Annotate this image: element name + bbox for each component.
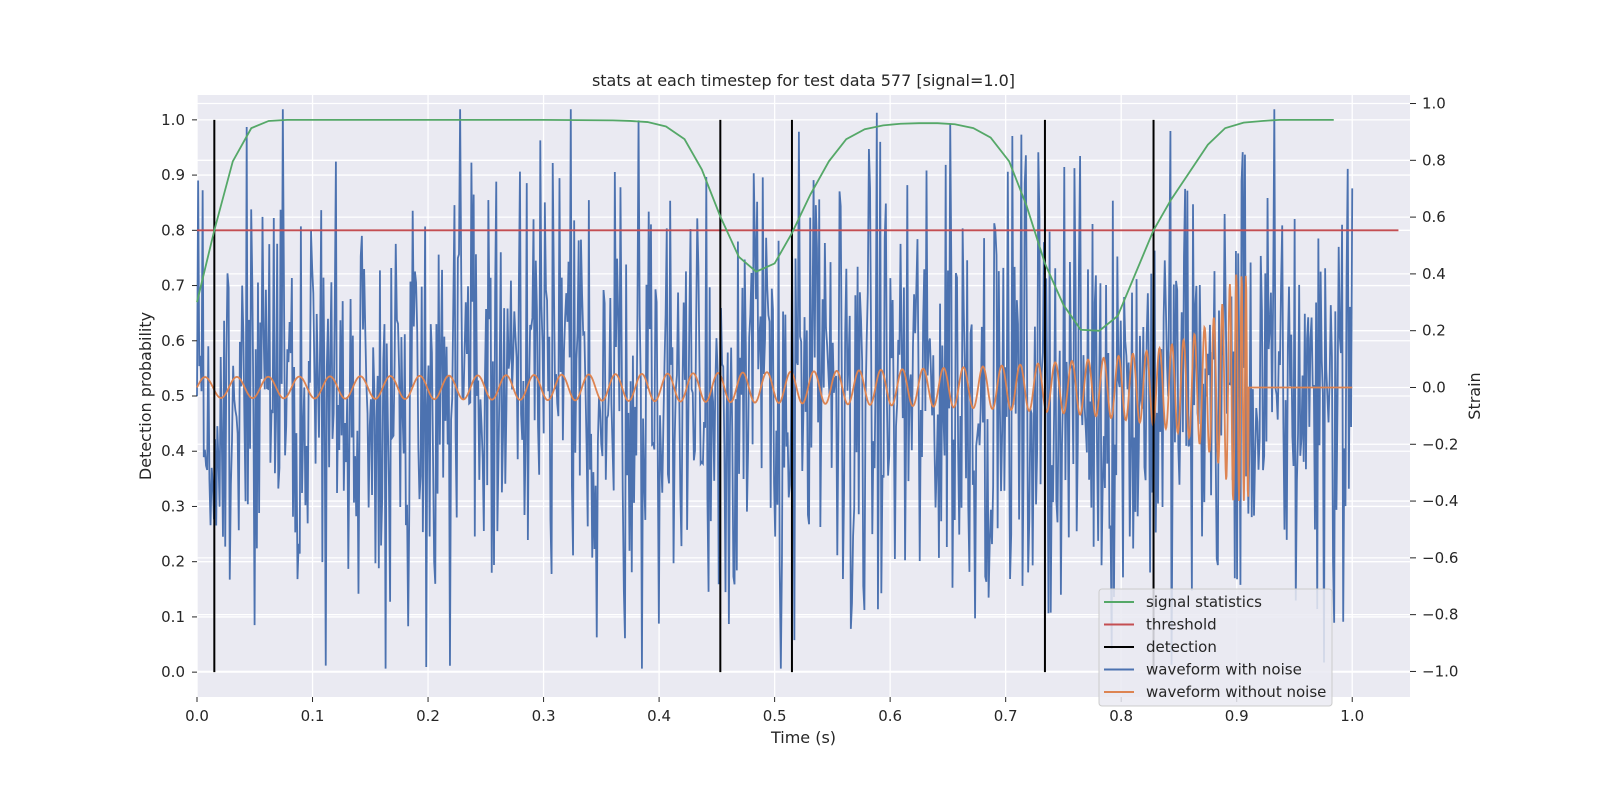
y-tick-label: 0.7 <box>161 277 185 295</box>
waveform-without-noise-line <box>196 274 1353 501</box>
y-right-tick-label: 0.4 <box>1422 265 1446 283</box>
waveform-with-noise-line <box>196 109 1354 669</box>
x-tick-label: 0.3 <box>532 707 556 725</box>
x-tick-label: 0.6 <box>878 707 902 725</box>
x-tick-label: 0.5 <box>763 707 787 725</box>
x-tick-label: 0.1 <box>301 707 325 725</box>
y-tick-label: 0.4 <box>161 442 185 460</box>
y-tick-label: 0.6 <box>161 332 185 350</box>
series-layer <box>196 109 1399 673</box>
y-right-tick-label: 0.6 <box>1422 208 1446 226</box>
y-right-tick-label: −0.2 <box>1422 435 1458 453</box>
legend-label: detection <box>1146 638 1217 656</box>
y-right-tick-label: 0.0 <box>1422 378 1446 396</box>
y-tick-label: 0.5 <box>161 387 185 405</box>
legend-label: waveform without noise <box>1146 683 1326 701</box>
y-tick-label: 0.8 <box>161 221 185 239</box>
x-tick-label: 0.2 <box>416 707 440 725</box>
y-tick-label: 0.3 <box>161 497 185 515</box>
legend-label: signal statistics <box>1146 593 1262 611</box>
y-axis-right-label: Strain <box>1465 372 1484 419</box>
chart-title: stats at each timestep for test data 577… <box>592 71 1015 90</box>
x-tick-label: 0.4 <box>647 707 671 725</box>
y-tick-label: 0.0 <box>161 663 185 681</box>
legend-box <box>1098 588 1333 707</box>
y-tick-label: 0.1 <box>161 608 185 626</box>
y-right-tick-label: 0.2 <box>1422 322 1446 340</box>
y-right-tick-label: −0.6 <box>1422 549 1458 567</box>
y-right-tick-label: 0.8 <box>1422 151 1446 169</box>
y-right-tick-label: −1.0 <box>1422 662 1458 680</box>
y-axis-label: Detection probability <box>136 312 155 480</box>
x-tick-label: 0.8 <box>1109 707 1133 725</box>
legend-label: threshold <box>1146 616 1217 634</box>
y-tick-label: 0.9 <box>161 166 185 184</box>
signal-statistics-line <box>196 118 1334 332</box>
y-right-tick-label: −0.4 <box>1422 492 1458 510</box>
x-tick-label: 0.9 <box>1225 707 1249 725</box>
legend: signal statistics threshold detection wavef… <box>1098 588 1333 707</box>
legend-label: waveform with noise <box>1146 661 1302 679</box>
x-axis-label: Time (s) <box>770 728 836 747</box>
y-right-tick-label: 1.0 <box>1422 95 1446 113</box>
x-tick-label: 0.7 <box>994 707 1018 725</box>
x-tick-label: 0.0 <box>185 707 209 725</box>
y-tick-label: 0.2 <box>161 553 185 571</box>
y-right-tick-label: −0.8 <box>1422 606 1458 624</box>
axes: 0.0 0.1 0.2 0.3 0.4 0.5 0.6 0.7 0.8 0.9 1.0 0.0 0.1 0… <box>161 95 1458 725</box>
y-tick-label: 1.0 <box>161 111 185 129</box>
x-tick-label: 1.0 <box>1340 707 1364 725</box>
